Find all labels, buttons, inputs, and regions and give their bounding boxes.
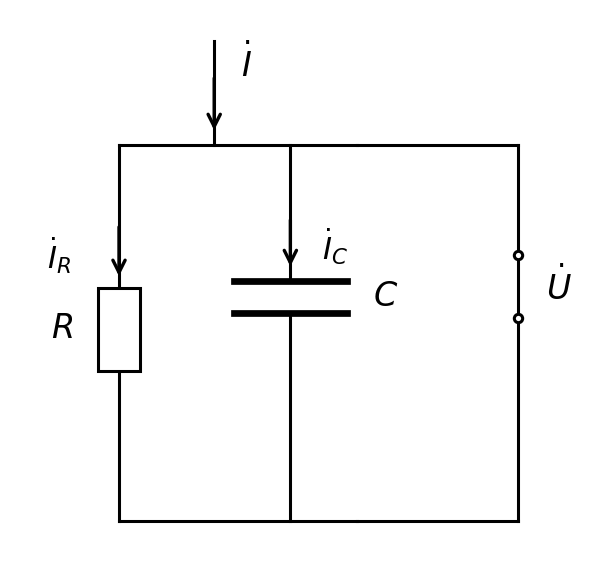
Text: $\dot{I}_C$: $\dot{I}_C$ [322, 226, 348, 266]
Text: $\dot{I}_R$: $\dot{I}_R$ [48, 236, 71, 276]
Text: $\dot{I}$: $\dot{I}$ [242, 43, 252, 84]
Text: $R$: $R$ [51, 313, 74, 345]
Text: $C$: $C$ [373, 281, 398, 313]
Bar [98, 288, 140, 371]
Text: $\dot{U}$: $\dot{U}$ [546, 266, 572, 307]
